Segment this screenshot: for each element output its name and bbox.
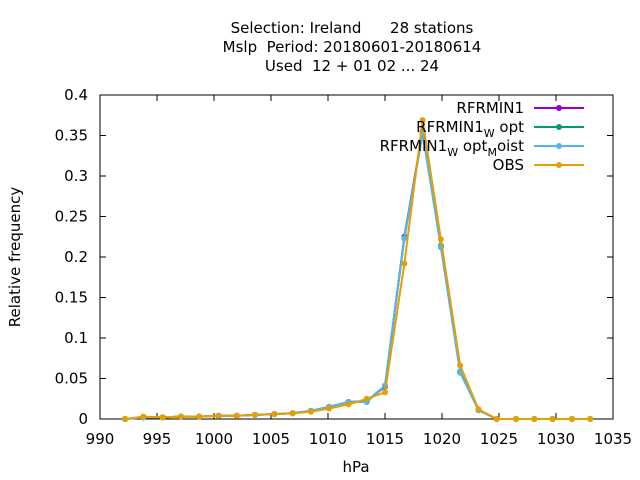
x-tick-label: 1015	[366, 430, 404, 448]
x-tick-label: 1000	[195, 430, 233, 448]
data-point	[401, 260, 408, 267]
data-point	[215, 412, 222, 419]
plot-border	[99, 94, 614, 420]
x-tick-label: 990	[86, 430, 115, 448]
data-point	[587, 416, 594, 422]
title-line: Used 12 + 01 02 ... 24	[265, 57, 439, 75]
y-tick-label: 0.05	[55, 370, 88, 388]
data-point	[382, 389, 388, 396]
x-axis-label: hPa	[342, 458, 369, 476]
data-point	[475, 406, 482, 413]
data-point	[363, 395, 370, 402]
data-point	[196, 413, 203, 420]
series-line	[124, 119, 591, 420]
data-point	[177, 413, 184, 420]
x-tick-label: 1020	[423, 430, 461, 448]
legend-entry: RFRMIN1W optMoist	[380, 137, 584, 159]
data-point	[401, 235, 408, 242]
data-point	[289, 410, 296, 417]
series-line	[125, 131, 591, 420]
series-line	[125, 132, 591, 420]
data-point	[233, 412, 240, 419]
data-point	[531, 416, 538, 422]
legend-entry: OBS	[493, 156, 584, 174]
x-tick-label: 1005	[252, 430, 290, 448]
legend-label: RFRMIN1W opt	[416, 118, 524, 140]
y-tick-label: 0.1	[64, 329, 88, 347]
data-point	[569, 416, 575, 422]
data-point	[493, 416, 500, 422]
data-point	[513, 416, 520, 422]
series-line	[125, 130, 591, 420]
data-point	[271, 411, 278, 418]
series-layer	[122, 117, 594, 422]
title-line: Selection: Ireland 28 stations	[231, 19, 474, 37]
legend-marker	[556, 124, 562, 130]
y-tick-label: 0.3	[64, 167, 88, 185]
data-point	[140, 413, 147, 420]
legend-label: RFRMIN1	[456, 99, 524, 117]
data-point	[437, 236, 444, 243]
legend-label: OBS	[493, 156, 524, 174]
legend-marker	[556, 143, 562, 149]
y-tick-label: 0.25	[55, 208, 88, 226]
data-point	[549, 416, 556, 422]
x-tick-label: 1010	[309, 430, 347, 448]
x-tick-label: 1025	[480, 430, 518, 448]
data-point	[345, 401, 352, 408]
data-point	[122, 416, 129, 422]
y-tick-label: 0.35	[55, 127, 88, 145]
data-point	[419, 117, 426, 124]
x-tick-label: 1030	[537, 430, 575, 448]
x-axis: 990 995 1000 1005 1010 1015 1020 1025 1030 1035	[86, 95, 632, 448]
data-point	[326, 405, 333, 412]
legend-entry: RFRMIN1W opt	[416, 118, 584, 140]
data-point	[159, 414, 166, 421]
y-tick-label: 0	[78, 410, 88, 428]
x-tick-label: 995	[143, 430, 172, 448]
series-4	[122, 117, 594, 422]
series-3	[122, 130, 594, 422]
y-axis: 0 0.05 0.1 0.15 0.2 0.25 0.3 0.35 0.4	[55, 86, 613, 428]
data-point	[307, 408, 314, 415]
legend-marker	[556, 105, 562, 111]
y-tick-label: 0.15	[55, 289, 88, 307]
data-point	[457, 362, 464, 369]
data-point	[252, 411, 258, 418]
x-tick-label: 1035	[594, 430, 632, 448]
title-line: Mslp Period: 20180601-20180614	[223, 38, 482, 56]
legend-marker	[556, 162, 562, 168]
y-axis-label: Relative frequency	[6, 187, 24, 328]
legend-label: RFRMIN1W optMoist	[380, 137, 525, 159]
legend-entry: RFRMIN1	[456, 99, 584, 117]
y-tick-label: 0.4	[64, 86, 88, 104]
y-tick-label: 0.2	[64, 248, 88, 266]
